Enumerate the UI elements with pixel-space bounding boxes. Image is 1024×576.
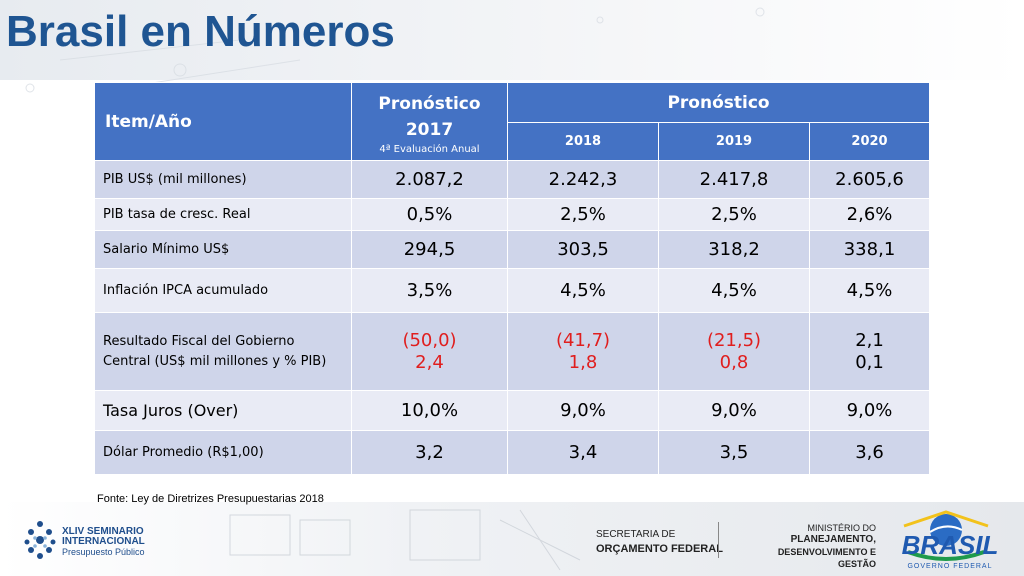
- secretaria-logo: SECRETARIA DE ORÇAMENTO FEDERAL: [596, 528, 723, 556]
- cell-value: 2,5%: [507, 198, 659, 231]
- seminar-line-1: XLIV SEMINARIO: [62, 526, 144, 537]
- cell-value-amount: 2,1: [855, 329, 884, 351]
- cell-value: 10,0%: [351, 390, 508, 431]
- row-label: Dólar Promedio (R$1,00): [94, 430, 352, 475]
- cell-value: 4,5%: [507, 268, 659, 313]
- cell-value: 9,0%: [808, 390, 931, 431]
- cell-value: 318,2: [658, 230, 810, 269]
- table-row: Inflación IPCA acumulado 3,5% 4,5% 4,5% …: [94, 268, 931, 313]
- cell-value: 294,5: [351, 230, 508, 269]
- header-year-2019: 2019: [658, 122, 810, 161]
- cell-value: 4,5%: [658, 268, 810, 313]
- cell-value: 338,1: [808, 230, 931, 269]
- table-row: Resultado Fiscal del Gobierno Central (U…: [94, 312, 931, 391]
- cell-value: 3,4: [507, 430, 659, 475]
- secretaria-line-2: ORÇAMENTO FEDERAL: [596, 543, 723, 555]
- cell-value: (21,5) 0,8: [658, 312, 810, 391]
- table-row: Dólar Promedio (R$1,00) 3,2 3,4 3,5 3,6: [94, 430, 931, 475]
- header-2017: Pronóstico 2017 4ª Evaluación Anual: [351, 82, 508, 161]
- cell-value: 4,5%: [808, 268, 931, 313]
- header-2017-subtitle: 4ª Evaluación Anual: [379, 143, 480, 155]
- table-row: PIB US$ (mil millones) 2.087,2 2.242,3 2…: [94, 160, 931, 199]
- seminar-line-3: Presupuesto Público: [62, 547, 145, 557]
- brasil-flag-logo-icon: BRASIL GOVERNO FEDERAL: [902, 510, 999, 570]
- seminar-line-2: INTERNACIONAL: [62, 536, 145, 547]
- cell-value-amount: (50,0): [402, 329, 457, 351]
- cell-value: 2.087,2: [351, 160, 508, 199]
- ministerio-line-3: DESENVOLVIMENTO E GESTÃO: [777, 547, 876, 569]
- cell-value-amount: (41,7): [555, 329, 611, 351]
- ministerio-line-2: PLANEJAMENTO,: [790, 534, 876, 545]
- table-row: Salario Mínimo US$ 294,5 303,5 318,2 338…: [94, 230, 931, 269]
- cell-value-pct: 1,8: [568, 351, 598, 373]
- row-label: Resultado Fiscal del Gobierno Central (U…: [94, 312, 352, 391]
- cell-value: 2,1 0,1: [808, 312, 931, 391]
- cell-value: 2.417,8: [658, 160, 810, 199]
- cell-value: 0,5%: [351, 198, 508, 231]
- cell-value: 3,5%: [351, 268, 508, 313]
- cell-value: 2,5%: [658, 198, 810, 231]
- header-year-2018: 2018: [507, 122, 659, 161]
- cell-value-pct: 0,8: [719, 351, 749, 373]
- secretaria-line-1: SECRETARIA DE: [596, 529, 676, 540]
- cell-value: 2,6%: [808, 198, 931, 231]
- ministerio-line-1: MINISTÉRIO DO: [807, 523, 876, 533]
- brasil-tagline: GOVERNO FEDERAL: [907, 563, 992, 570]
- cell-value: 3,2: [351, 430, 508, 475]
- table-row: PIB tasa de cresc. Real 0,5% 2,5% 2,5% 2…: [94, 198, 931, 231]
- cell-value: (41,7) 1,8: [507, 312, 659, 391]
- footer-divider: [718, 522, 719, 558]
- ministerio-logo: MINISTÉRIO DO PLANEJAMENTO, DESENVOLVIME…: [748, 522, 876, 570]
- row-label: Tasa Juros (Over): [94, 390, 352, 431]
- table-row: Tasa Juros (Over) 10,0% 9,0% 9,0% 9,0%: [94, 390, 931, 431]
- row-label: PIB US$ (mil millones): [94, 160, 352, 199]
- cell-value: 2.605,6: [808, 160, 931, 199]
- seminar-logo-icon: [24, 521, 56, 559]
- cell-value: 2.242,3: [507, 160, 659, 199]
- seminar-logo-text: XLIV SEMINARIO INTERNACIONAL Presupuesto…: [62, 526, 145, 558]
- cell-value-amount: (21,5): [706, 329, 762, 351]
- brasil-wordmark: BRASIL: [902, 530, 999, 560]
- header-year-2020: 2020: [808, 122, 931, 161]
- row-label: PIB tasa de cresc. Real: [94, 198, 352, 231]
- cell-value-pct: 0,1: [855, 351, 884, 373]
- cell-value: 3,5: [658, 430, 810, 475]
- page-title: Brasil en Números: [6, 7, 395, 56]
- cell-value: 9,0%: [658, 390, 810, 431]
- cell-value: 303,5: [507, 230, 659, 269]
- row-label: Inflación IPCA acumulado: [94, 268, 352, 313]
- source-note: Fonte: Ley de Diretrizes Presupuestarias…: [97, 493, 324, 505]
- cell-value: (50,0) 2,4: [351, 312, 508, 391]
- cell-value-pct: 2,4: [415, 351, 444, 373]
- header-forecast-group: Pronóstico: [506, 82, 931, 123]
- cell-value: 9,0%: [507, 390, 659, 431]
- forecast-table: Item/Año Pronóstico 2017 4ª Evaluación A…: [94, 82, 931, 475]
- header-2017-title: Pronóstico 2017: [378, 93, 481, 140]
- header-item-year: Item/Año: [94, 82, 352, 161]
- row-label: Salario Mínimo US$: [94, 230, 352, 269]
- cell-value: 3,6: [808, 430, 931, 475]
